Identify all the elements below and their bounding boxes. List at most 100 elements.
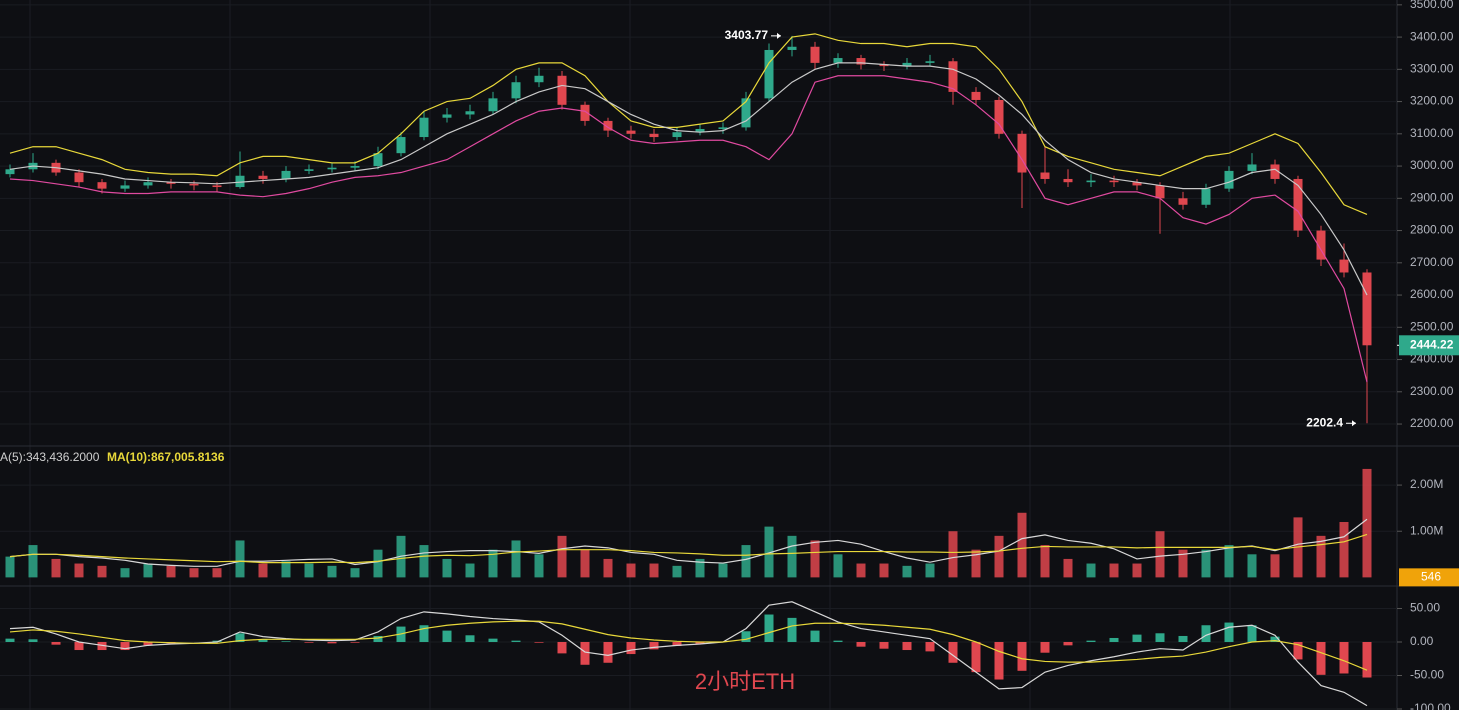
volume-bar (5, 556, 15, 578)
candle-body (1270, 164, 1280, 179)
extreme-label: 3403.77 (725, 28, 769, 42)
volume-box (1399, 568, 1459, 587)
y-tick-label: 2.00M (1410, 477, 1443, 491)
macd-hist (511, 640, 521, 642)
candle-body (304, 169, 314, 171)
macd-hist (580, 641, 590, 665)
volume-bar (1155, 531, 1165, 578)
y-tick-label: 2300.00 (1410, 384, 1454, 398)
volume-bar (971, 549, 981, 578)
candle-body (948, 61, 958, 92)
volume-bar (350, 568, 360, 578)
volume-bar (373, 549, 383, 578)
volume-bar (534, 554, 544, 578)
candle-body (902, 62, 912, 67)
candle-body (1247, 164, 1257, 171)
macd-hist (1132, 634, 1142, 642)
volume-bar (1201, 549, 1211, 578)
extreme-arrow-head (1352, 420, 1356, 427)
macd-hist (350, 641, 360, 643)
candle-body (258, 175, 268, 179)
candle-body (787, 46, 797, 50)
candle-body (1362, 272, 1372, 346)
volume-bar (1362, 468, 1372, 578)
volume-bar (879, 563, 889, 578)
macd-hist (28, 639, 38, 642)
candle-body (695, 128, 705, 133)
macd-hist (534, 641, 544, 643)
bollinger-band (9, 33, 1368, 215)
candle-body (1109, 180, 1119, 183)
volume-bar (235, 540, 245, 578)
candle-body (741, 98, 751, 128)
y-tick-label: 3300.00 (1410, 62, 1454, 76)
macd-hist (1109, 637, 1119, 642)
candle-body (649, 133, 659, 138)
macd-hist (764, 614, 774, 642)
volume-bar (28, 545, 38, 578)
macd-hist (557, 641, 567, 654)
macd-hist (948, 641, 958, 663)
volume-bar (833, 554, 843, 578)
volume-bar (695, 558, 705, 578)
candle-body (1063, 178, 1073, 183)
candle-body (1086, 180, 1096, 183)
volume-bar (1316, 535, 1326, 578)
candle-body (603, 120, 613, 131)
candle-body (1155, 185, 1165, 199)
y-tick-label: 50.00 (1410, 601, 1440, 615)
candle-body (534, 75, 544, 83)
candle-body (833, 58, 843, 63)
macd-hist (1224, 622, 1234, 642)
candle-body (879, 64, 889, 67)
macd-hist (741, 631, 751, 642)
macd-hist (649, 641, 659, 650)
candle-body (672, 132, 682, 138)
volume-bar (672, 565, 682, 578)
y-tick-label: 1.00M (1410, 523, 1443, 537)
volume-bar (1017, 512, 1027, 578)
candle-body (97, 182, 107, 189)
candle-body (971, 91, 981, 100)
volume-ma (9, 518, 1368, 567)
candle-body (994, 99, 1004, 134)
candle-body (465, 111, 475, 115)
macd-hist (787, 617, 797, 642)
candle-body (143, 182, 153, 186)
macd-hist (810, 630, 820, 642)
volume-bar (994, 535, 1004, 578)
volume-bar (741, 545, 751, 578)
volume-bar (787, 535, 797, 578)
macd-hist (1293, 641, 1303, 660)
volume-bar (1178, 549, 1188, 578)
y-tick-label: 2200.00 (1410, 416, 1454, 430)
volume-bar (902, 565, 912, 578)
y-tick-label: 2900.00 (1410, 190, 1454, 204)
volume-bar (143, 563, 153, 578)
volume-bar (1339, 522, 1349, 578)
candle-body (580, 104, 590, 121)
y-tick-label: 0.00 (1410, 634, 1434, 648)
volume-bar (557, 535, 567, 578)
macd-hist (442, 630, 452, 642)
macd-hist (856, 641, 866, 647)
candle-body (1316, 230, 1326, 260)
candle-body (1339, 259, 1349, 273)
candle-body (718, 127, 728, 129)
volume-bar (120, 568, 130, 578)
y-tick-label: 3100.00 (1410, 126, 1454, 140)
volume-bar (166, 565, 176, 578)
macd-hist (879, 641, 889, 649)
candle-body (1040, 172, 1050, 179)
watermark: 2小时ETH (695, 669, 795, 694)
macd-hist (994, 641, 1004, 680)
ma5-legend: MA(5):343,436.2000 (0, 450, 100, 464)
macd-hist (327, 641, 337, 644)
macd-hist (603, 641, 613, 663)
volume-ma (9, 533, 1368, 564)
y-tick-label: 2800.00 (1410, 223, 1454, 237)
candle-body (557, 75, 567, 105)
candle-body (626, 130, 636, 134)
candle-body (764, 49, 774, 99)
